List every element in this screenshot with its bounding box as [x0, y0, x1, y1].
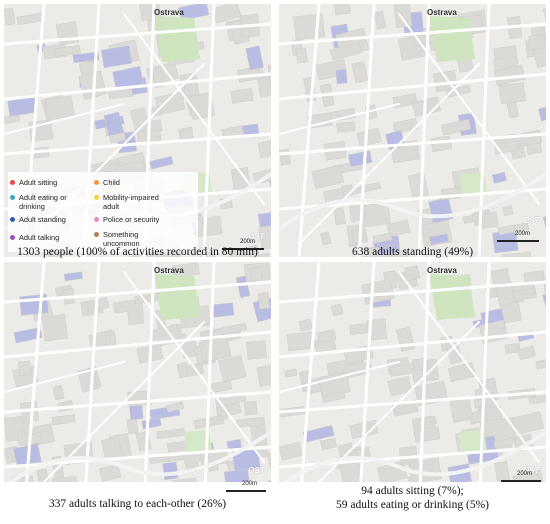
city-label: Ostrava — [427, 266, 457, 275]
park-area — [459, 430, 487, 452]
legend-swatch — [94, 180, 99, 185]
park-area — [459, 172, 487, 194]
main-road — [279, 172, 546, 231]
scale-bar — [501, 480, 541, 482]
park-area — [154, 274, 200, 320]
map-watermark: OST — [523, 216, 540, 225]
legend-swatch — [10, 217, 15, 222]
legend-swatch — [94, 217, 99, 222]
scale-label: 200m — [242, 481, 258, 487]
caption-all-activities: 1303 people (100% of activities recorded… — [17, 246, 258, 258]
main-road — [282, 430, 546, 482]
map-panel-all: Ostrava OST 200m Adult sitting Adult eat… — [4, 4, 271, 257]
legend-item-adult-talking: Adult talking — [10, 233, 96, 242]
map-adults-sitting-eating[interactable] — [279, 262, 546, 515]
legend-item-mobility-impaired: Mobility-impaired adult — [94, 193, 172, 211]
legend-item-uncommon: Something uncommon — [94, 230, 158, 248]
scale-label: 200m — [240, 239, 256, 245]
scale-bar — [497, 240, 539, 242]
legend-item-adult-eating: Adult eating or drinking — [10, 193, 74, 211]
legend-item-child: Child — [94, 178, 194, 187]
park-area — [429, 16, 475, 62]
scale-bar — [222, 248, 264, 250]
main-road — [7, 430, 271, 482]
map-watermark: OST — [248, 466, 265, 475]
map-panel-sitting-eating: Ostrava OST 200m — [279, 262, 546, 515]
park-area — [184, 430, 212, 452]
city-label: Ostrava — [427, 8, 457, 17]
scale-label: 200m — [517, 471, 533, 477]
map-panel-talking: Ostrava OST 200m — [4, 262, 271, 515]
city-label: Ostrava — [154, 8, 184, 17]
street-network — [279, 4, 546, 257]
map-watermark: OST — [248, 232, 265, 241]
legend-swatch — [10, 195, 15, 200]
legend-item-adult-sitting: Adult sitting — [10, 178, 96, 187]
caption-line-1: 94 adults sitting (7%); — [361, 485, 464, 497]
legend-item-adult-standing: Adult standing — [10, 215, 96, 224]
caption-line-2: 59 adults eating or drinking (5%) — [336, 499, 489, 511]
map-panel-standing: Ostrava OST 200m — [279, 4, 546, 257]
legend-swatch — [94, 232, 99, 237]
caption-adults-talking: 337 adults talking to each-other (26%) — [48, 498, 227, 510]
legend-item-police: Police or security — [94, 215, 194, 224]
map-legend: Adult sitting Adult eating or drinking A… — [8, 172, 198, 252]
legend-swatch — [10, 235, 15, 240]
legend-swatch — [10, 180, 15, 185]
caption-adults-standing: 638 adults standing (49%) — [351, 246, 474, 258]
scale-bar — [226, 490, 266, 492]
scale-label: 200m — [515, 231, 531, 237]
legend-swatch — [94, 195, 99, 200]
map-watermark: OST — [523, 466, 540, 475]
park-area — [429, 274, 475, 320]
caption-adults-sitting-eating: 94 adults sitting (7%); 59 adults eating… — [279, 484, 546, 512]
park-area — [154, 16, 200, 62]
city-label: Ostrava — [154, 266, 184, 275]
map-adults-standing[interactable] — [279, 4, 546, 257]
map-adults-talking[interactable] — [4, 262, 271, 515]
